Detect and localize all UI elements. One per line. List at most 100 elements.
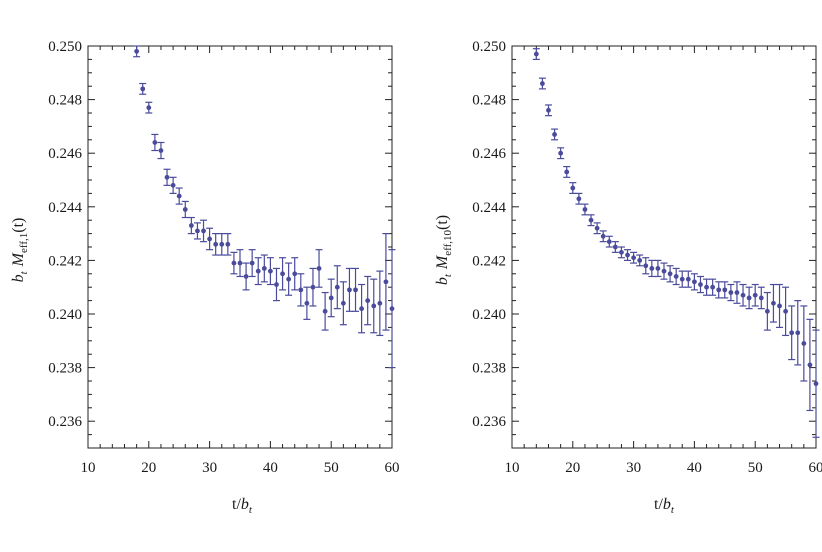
right-data-point xyxy=(746,295,752,301)
right-data-point xyxy=(655,266,661,271)
right-data-point xyxy=(619,249,624,255)
left-data-point xyxy=(219,241,225,247)
right-data-point xyxy=(722,287,728,293)
left-data-point xyxy=(292,271,298,277)
right-y-tick-label: 0.250 xyxy=(472,39,506,55)
left-data-point xyxy=(170,182,176,188)
left-data-point xyxy=(201,228,206,234)
right-y-axis-label-b: b xyxy=(434,277,451,285)
left-y-axis-label-m: M xyxy=(10,251,27,267)
right-plot-frame xyxy=(511,45,817,449)
right-x-tick-label: 30 xyxy=(626,460,641,476)
left-data-point xyxy=(213,241,219,247)
left-data-point xyxy=(347,287,352,293)
right-x-tick-label: 40 xyxy=(687,460,702,476)
right-y-tick-label: 0.238 xyxy=(472,361,506,377)
right-data-point xyxy=(795,330,801,336)
right-data-point xyxy=(764,308,770,314)
right-data-point xyxy=(752,292,758,298)
left-data-point xyxy=(146,105,152,111)
right-data-point xyxy=(564,169,570,175)
left-data-point xyxy=(164,174,170,180)
left-x-axis-label-t: t/ xyxy=(232,496,241,513)
left-y-tick-label: 0.242 xyxy=(48,253,82,269)
left-ticks xyxy=(87,45,393,449)
right-data-point xyxy=(558,150,564,156)
right-data-point xyxy=(734,290,740,295)
left-x-tick-label: 30 xyxy=(202,460,217,476)
left-plot-frame xyxy=(87,45,393,449)
left-data-point xyxy=(286,276,292,282)
left-data-point xyxy=(207,236,213,242)
left-data-point xyxy=(322,308,328,314)
left-data-point xyxy=(353,287,358,293)
right-x-tick-label: 10 xyxy=(505,460,520,476)
left-y-axis-label-bsub: t xyxy=(18,270,30,274)
right-tick-labels: 10 20 30 40 50 60 0.236 0.238 0.240 0.242 0.244 0.2… xyxy=(472,39,822,476)
right-data-point xyxy=(692,279,697,285)
left-y-axis-label-b: b xyxy=(10,274,27,282)
right-data-point xyxy=(600,233,606,239)
left-y-tick-label: 0.238 xyxy=(48,361,82,377)
left-x-axis-label: t/bt xyxy=(232,496,253,516)
left-y-tick-label: 0.248 xyxy=(48,93,82,109)
right-data-point xyxy=(679,276,685,282)
right-data-point xyxy=(740,292,746,298)
left-data-point xyxy=(383,279,389,285)
left-data-point xyxy=(298,287,304,293)
left-data-point xyxy=(389,306,395,312)
left-x-tick-label: 50 xyxy=(324,460,339,476)
right-data-point xyxy=(546,107,551,113)
right-data-point xyxy=(631,255,636,261)
left-data-point xyxy=(334,284,340,290)
left-data-point xyxy=(188,223,194,228)
left-y-tick-label: 0.236 xyxy=(48,414,82,430)
right-data-point xyxy=(576,196,582,202)
left-data-point xyxy=(255,268,261,274)
right-x-axis-label-t: t/ xyxy=(654,496,663,513)
left-data-point xyxy=(152,140,158,145)
left-y-tick-label: 0.240 xyxy=(48,307,82,323)
left-data-point xyxy=(328,295,334,301)
left-chart-panel: 10 20 30 40 50 60 0.236 0.238 0.240 0.242 0.244 0.2… xyxy=(10,39,400,516)
left-tick-labels: 10 20 30 40 50 60 0.236 0.238 0.240 0.242 0.244 0.2… xyxy=(48,39,399,476)
left-y-axis-label: btMeff,1(t) xyxy=(10,218,30,283)
left-x-tick-label: 10 xyxy=(81,460,96,476)
right-x-tick-label: 60 xyxy=(809,460,822,476)
right-data-point xyxy=(698,282,703,287)
left-data-point xyxy=(134,48,140,54)
right-data-point xyxy=(540,81,545,86)
right-data-point xyxy=(813,381,819,387)
left-x-tick-label: 20 xyxy=(141,460,156,476)
left-data-point xyxy=(225,241,231,247)
left-data-point xyxy=(195,228,200,234)
right-data-point xyxy=(582,207,588,212)
left-data-point xyxy=(182,207,188,212)
left-y-tick-label: 0.244 xyxy=(48,200,82,216)
right-data-point xyxy=(533,51,539,57)
left-data-point xyxy=(237,260,243,266)
left-data-point xyxy=(249,260,255,266)
right-x-tick-label: 50 xyxy=(748,460,763,476)
right-data-point xyxy=(758,295,764,301)
right-chart-panel: 10 20 30 40 50 60 0.236 0.238 0.240 0.242 0.244 0.2… xyxy=(434,39,822,516)
right-data-point xyxy=(728,290,734,295)
right-data-point xyxy=(783,308,788,314)
right-data-point xyxy=(552,132,557,137)
left-y-tick-label: 0.250 xyxy=(48,39,82,55)
right-data-point xyxy=(667,271,673,277)
right-data-point xyxy=(673,274,679,279)
left-data-point xyxy=(310,284,316,290)
right-y-axis-label-arg: (t) xyxy=(434,215,451,230)
right-data-point xyxy=(570,185,576,191)
right-data-point xyxy=(807,362,813,368)
right-x-tick-label: 20 xyxy=(565,460,580,476)
left-data-point xyxy=(316,266,322,271)
right-y-axis-label-msub: eff,10 xyxy=(442,229,454,255)
left-data-point xyxy=(158,148,164,153)
right-data-marks xyxy=(532,48,820,438)
right-data-point xyxy=(637,258,643,263)
right-data-point xyxy=(716,287,722,293)
right-y-tick-label: 0.236 xyxy=(472,414,506,430)
right-y-axis-label-m: M xyxy=(434,254,451,270)
